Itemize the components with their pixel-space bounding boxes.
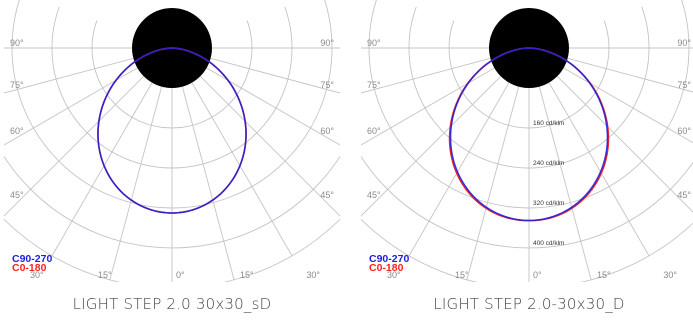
angle-label-45-left: 45° xyxy=(367,190,381,200)
angle-label-45-left: 45° xyxy=(10,190,24,200)
diagram-caption-right: LIGHT STEP 2.0-30x30_D xyxy=(433,295,625,313)
polar-diagram-right: 90° 90° 75° 75° 60° 60° 45° 45° 30° 30° 15° 15° 0° 16… xyxy=(361,0,693,282)
grid-ring-upper xyxy=(246,20,253,49)
angle-label-90-right: 90° xyxy=(320,38,334,48)
angle-label-60-right: 60° xyxy=(320,126,334,136)
diagram-caption-left: LIGHT STEP 2.0 30x30_sD xyxy=(72,295,272,313)
angle-label-30-left: 30° xyxy=(387,270,401,280)
angle-label-60-left: 60° xyxy=(367,126,381,136)
grid-ring-upper xyxy=(284,6,293,49)
grid-radial-line xyxy=(51,82,153,257)
angle-label-75-right: 75° xyxy=(320,80,334,90)
angle-label-30-right: 30° xyxy=(663,270,677,280)
angle-label-90-right: 90° xyxy=(677,38,691,48)
grid-radial-line xyxy=(210,57,340,94)
grid-radial-line xyxy=(466,86,520,280)
grid-ring-upper xyxy=(324,0,333,49)
grid-radial-line xyxy=(556,75,693,213)
grid-ring-upper xyxy=(51,6,60,49)
angle-label-30-right: 30° xyxy=(306,270,320,280)
angle-label-90-left: 90° xyxy=(10,38,24,48)
ring-label-400: 400 cd/klm xyxy=(533,240,564,247)
grid-radial-line xyxy=(408,82,510,257)
angle-label-15-left: 15° xyxy=(98,270,112,280)
grid-ring-upper xyxy=(603,20,610,49)
ring-label-320: 320 cd/klm xyxy=(533,200,564,207)
angle-label-75-left: 75° xyxy=(367,80,381,90)
grid-radial-line xyxy=(4,75,145,217)
angle-label-45-right: 45° xyxy=(677,190,691,200)
grid-radial-line xyxy=(206,67,340,146)
grid-ring-upper xyxy=(681,0,690,49)
legend-c90-270: C90-270 xyxy=(12,253,52,265)
grid-ring-upper xyxy=(641,6,650,49)
grid-ring-upper xyxy=(368,0,377,49)
angle-label-15-right: 15° xyxy=(597,270,611,280)
grid-radial-line xyxy=(199,75,340,217)
legend-c0-180: C0-180 xyxy=(12,262,47,274)
angle-label-0: 0° xyxy=(176,270,185,280)
grid-ring-upper xyxy=(408,6,417,49)
grid-radial-line xyxy=(567,57,693,93)
angle-label-75-left: 75° xyxy=(10,80,24,90)
polar-diagram-panel-left: 90° 90° 75° 75° 60° 60° 45° 45° 30° 30° 15° 15° 0° C9… xyxy=(4,0,340,320)
grid-ring-upper xyxy=(11,0,20,49)
angle-label-75-right: 75° xyxy=(677,80,691,90)
grid-radial-line xyxy=(361,57,491,94)
angle-label-60-left: 60° xyxy=(10,126,24,136)
ring-label-240: 240 cd/klm xyxy=(533,160,564,167)
grid-radial-line xyxy=(361,67,495,146)
angle-label-0: 0° xyxy=(533,270,542,280)
angle-label-15-left: 15° xyxy=(455,270,469,280)
grid-radial-line xyxy=(4,67,138,146)
angle-label-90-left: 90° xyxy=(367,38,381,48)
angle-label-15-right: 15° xyxy=(240,270,254,280)
grid-radial-line xyxy=(4,57,134,94)
angle-label-60-right: 60° xyxy=(677,126,691,136)
grid-radial-line xyxy=(109,86,163,280)
curve-c90-270 xyxy=(449,47,609,222)
grid-radial-line xyxy=(191,82,293,257)
grid-radial-line xyxy=(538,86,592,280)
grid-ring-upper xyxy=(448,20,455,49)
legend-c0-180: C0-180 xyxy=(369,262,404,274)
polar-grid xyxy=(4,0,340,282)
legend-c90-270: C90-270 xyxy=(369,253,409,265)
grid-radial-line xyxy=(361,75,502,217)
angle-label-45-right: 45° xyxy=(320,190,334,200)
grid-radial-line xyxy=(563,67,693,144)
ring-label-160: 160 cd/klm xyxy=(533,120,564,127)
grid-ring-upper xyxy=(91,20,98,49)
polar-diagram-left: 90° 90° 75° 75° 60° 60° 45° 45° 30° 30° 15° 15° 0° C9… xyxy=(4,0,340,282)
curve-c90-270 xyxy=(97,47,247,214)
polar-diagram-panel-right: 90° 90° 75° 75° 60° 60° 45° 45° 30° 30° 15° 15° 0° 16… xyxy=(361,0,693,320)
angle-label-30-left: 30° xyxy=(30,270,44,280)
grid-radial-line xyxy=(181,86,235,280)
polar-grid xyxy=(361,0,693,282)
grid-radial-line xyxy=(548,82,650,257)
